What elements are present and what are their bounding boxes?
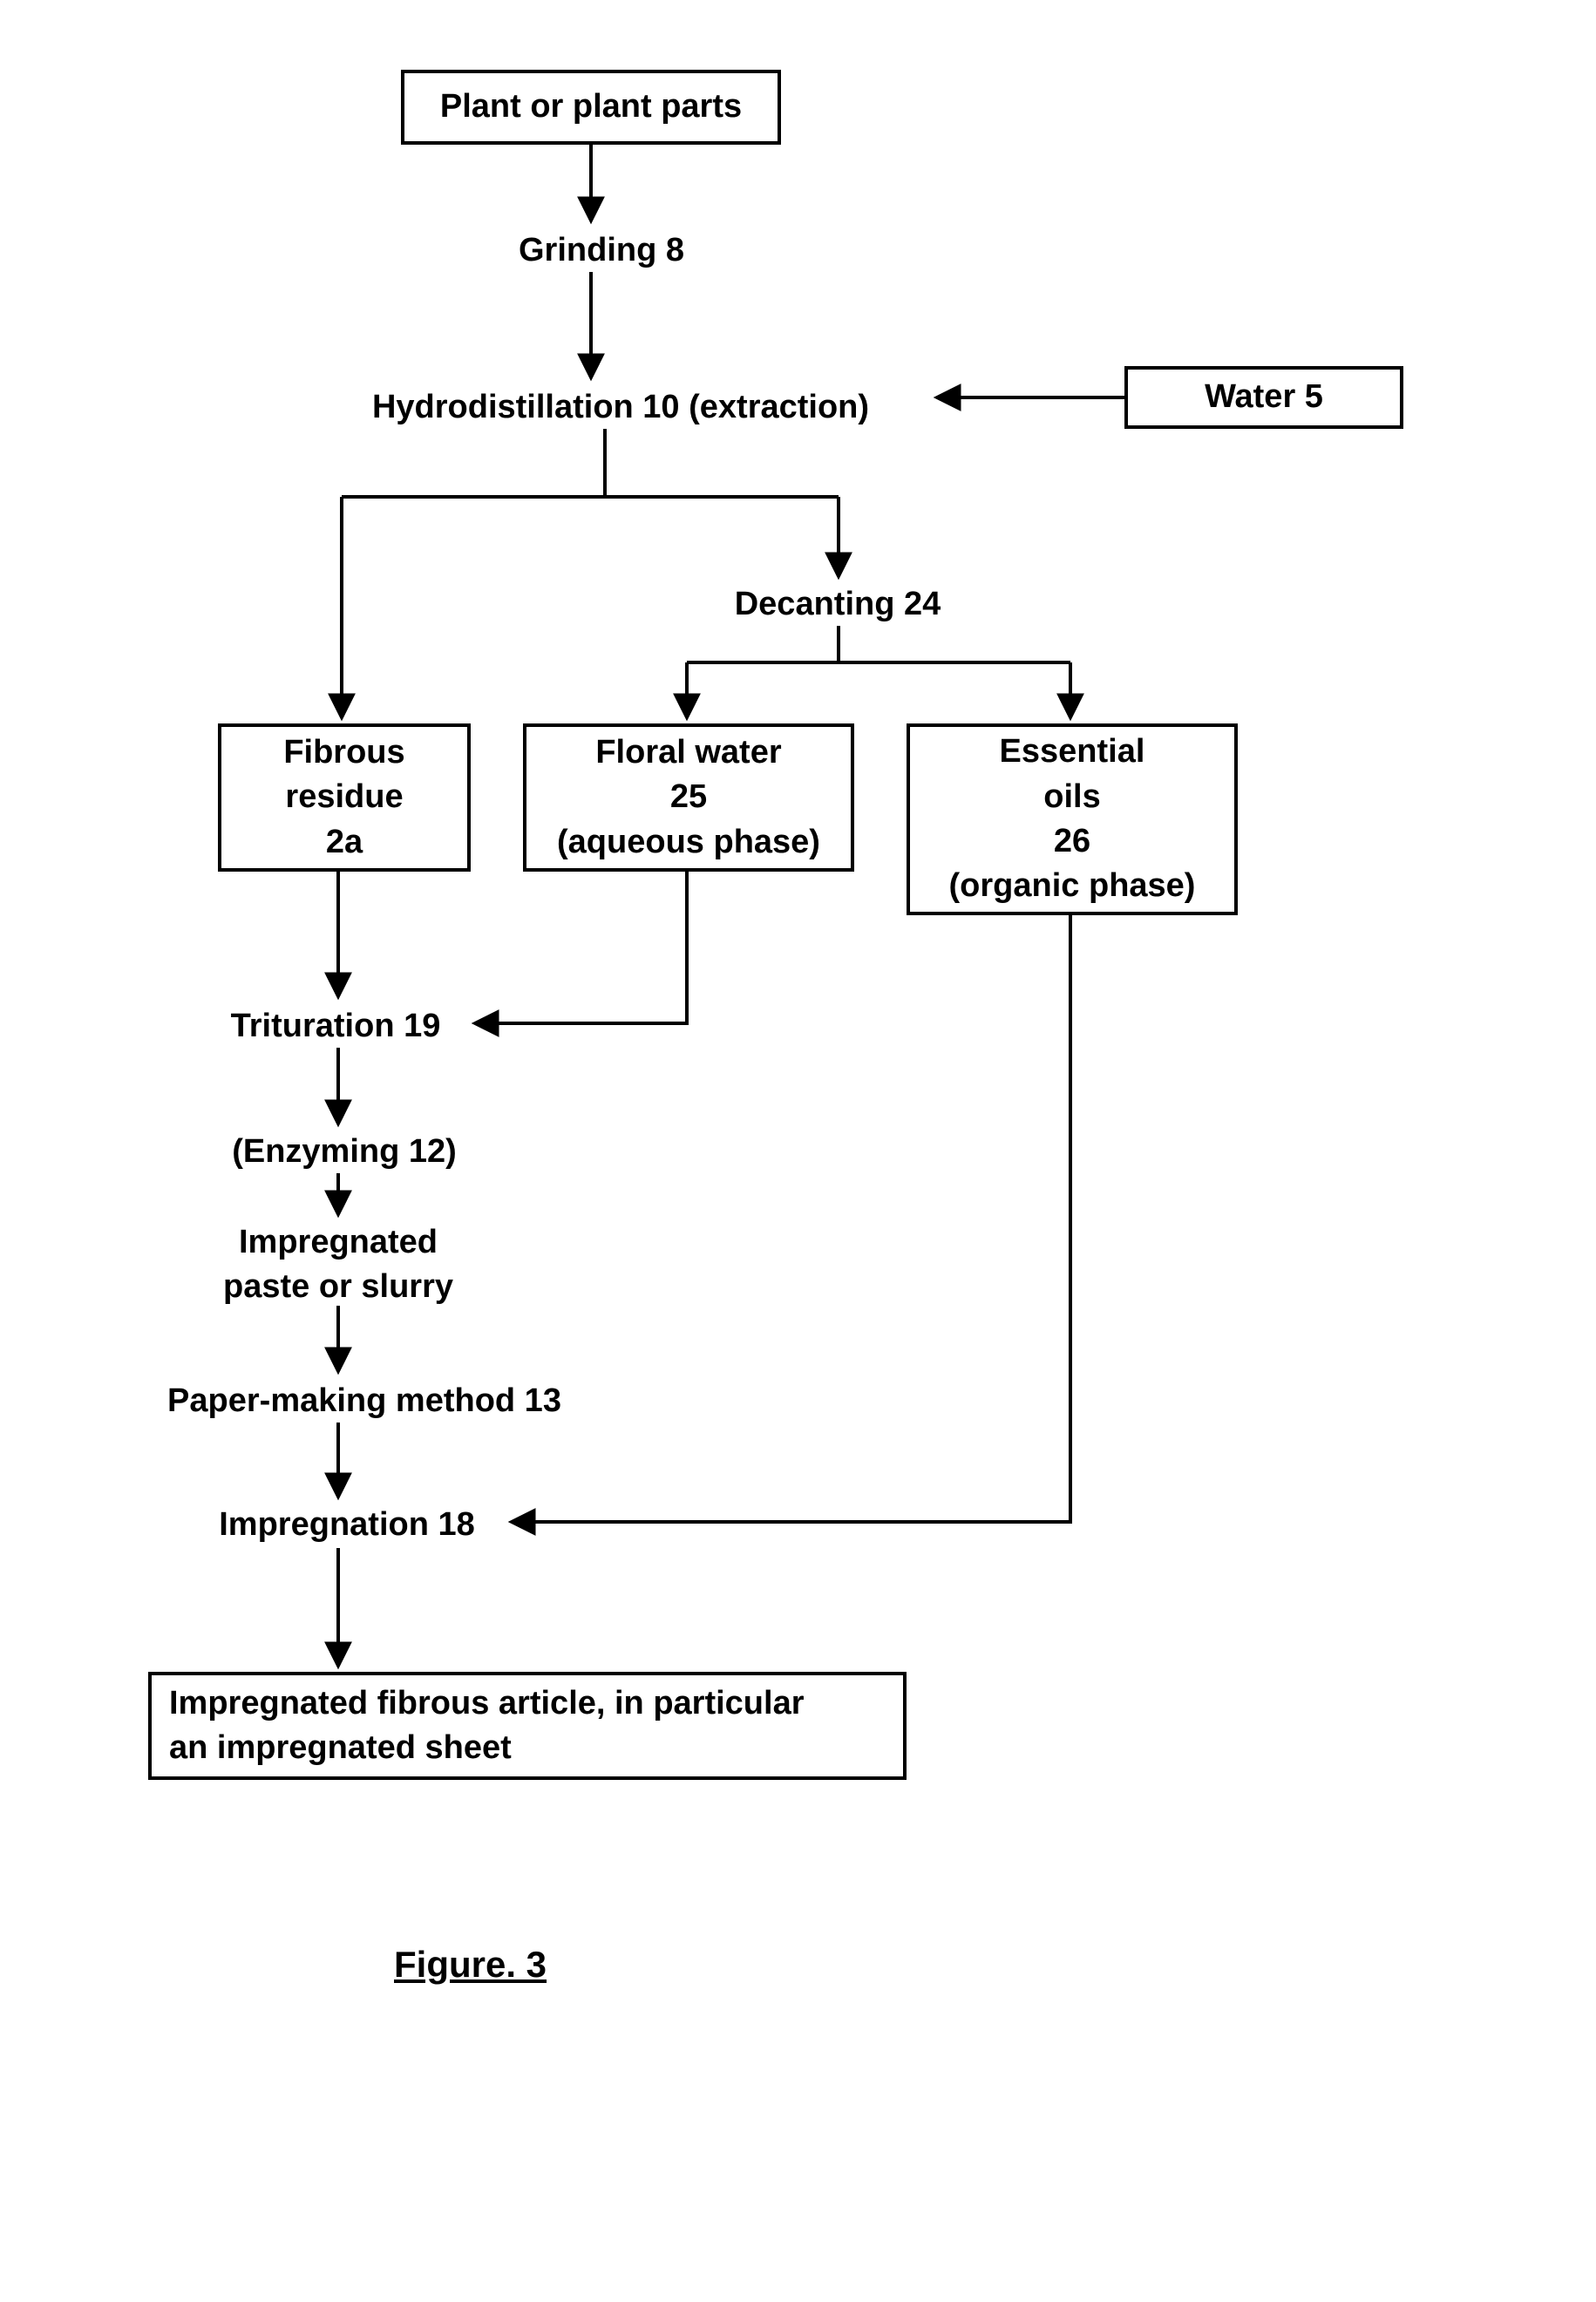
- node-text-n_final: Impregnated fibrous article, in particul…: [169, 1681, 805, 1771]
- edge-floral_tr: [476, 872, 687, 1023]
- node-n_final: Impregnated fibrous article, in particul…: [148, 1672, 907, 1780]
- flowchart-canvas: Plant or plant parts Grinding 8 Hydrodisti…: [0, 0, 1596, 2302]
- node-text-n_water: Water 5: [1205, 375, 1323, 419]
- label-n_paper: Paper-making method 13: [138, 1379, 591, 1423]
- label-n_hydro: Hydrodistillation 10 (extraction): [316, 385, 926, 430]
- node-n_water: Water 5: [1124, 366, 1403, 429]
- node-n_fibrous: Fibrous residue 2a: [218, 723, 471, 872]
- label-n_impreg: Impregnation 18: [190, 1503, 504, 1547]
- node-n_plant: Plant or plant parts: [401, 70, 781, 145]
- label-n_grinding: Grinding 8: [488, 228, 715, 273]
- node-text-n_fibrous: Fibrous residue 2a: [283, 730, 404, 865]
- label-n_impaste: Impregnated paste or slurry: [190, 1220, 486, 1310]
- label-n_decanting: Decanting 24: [715, 582, 961, 627]
- node-text-n_floral: Floral water 25 (aqueous phase): [557, 730, 820, 865]
- label-n_trituration: Trituration 19: [205, 1004, 466, 1049]
- node-n_floral: Floral water 25 (aqueous phase): [523, 723, 854, 872]
- node-text-n_essential: Essential oils 26 (organic phase): [949, 730, 1196, 908]
- node-text-n_plant: Plant or plant parts: [440, 85, 742, 129]
- label-n_enzyming: (Enzyming 12): [205, 1130, 484, 1174]
- edge-ess_impreg: [513, 915, 1070, 1522]
- node-n_essential: Essential oils 26 (organic phase): [907, 723, 1238, 915]
- figure-caption: Figure. 3: [394, 1944, 547, 1986]
